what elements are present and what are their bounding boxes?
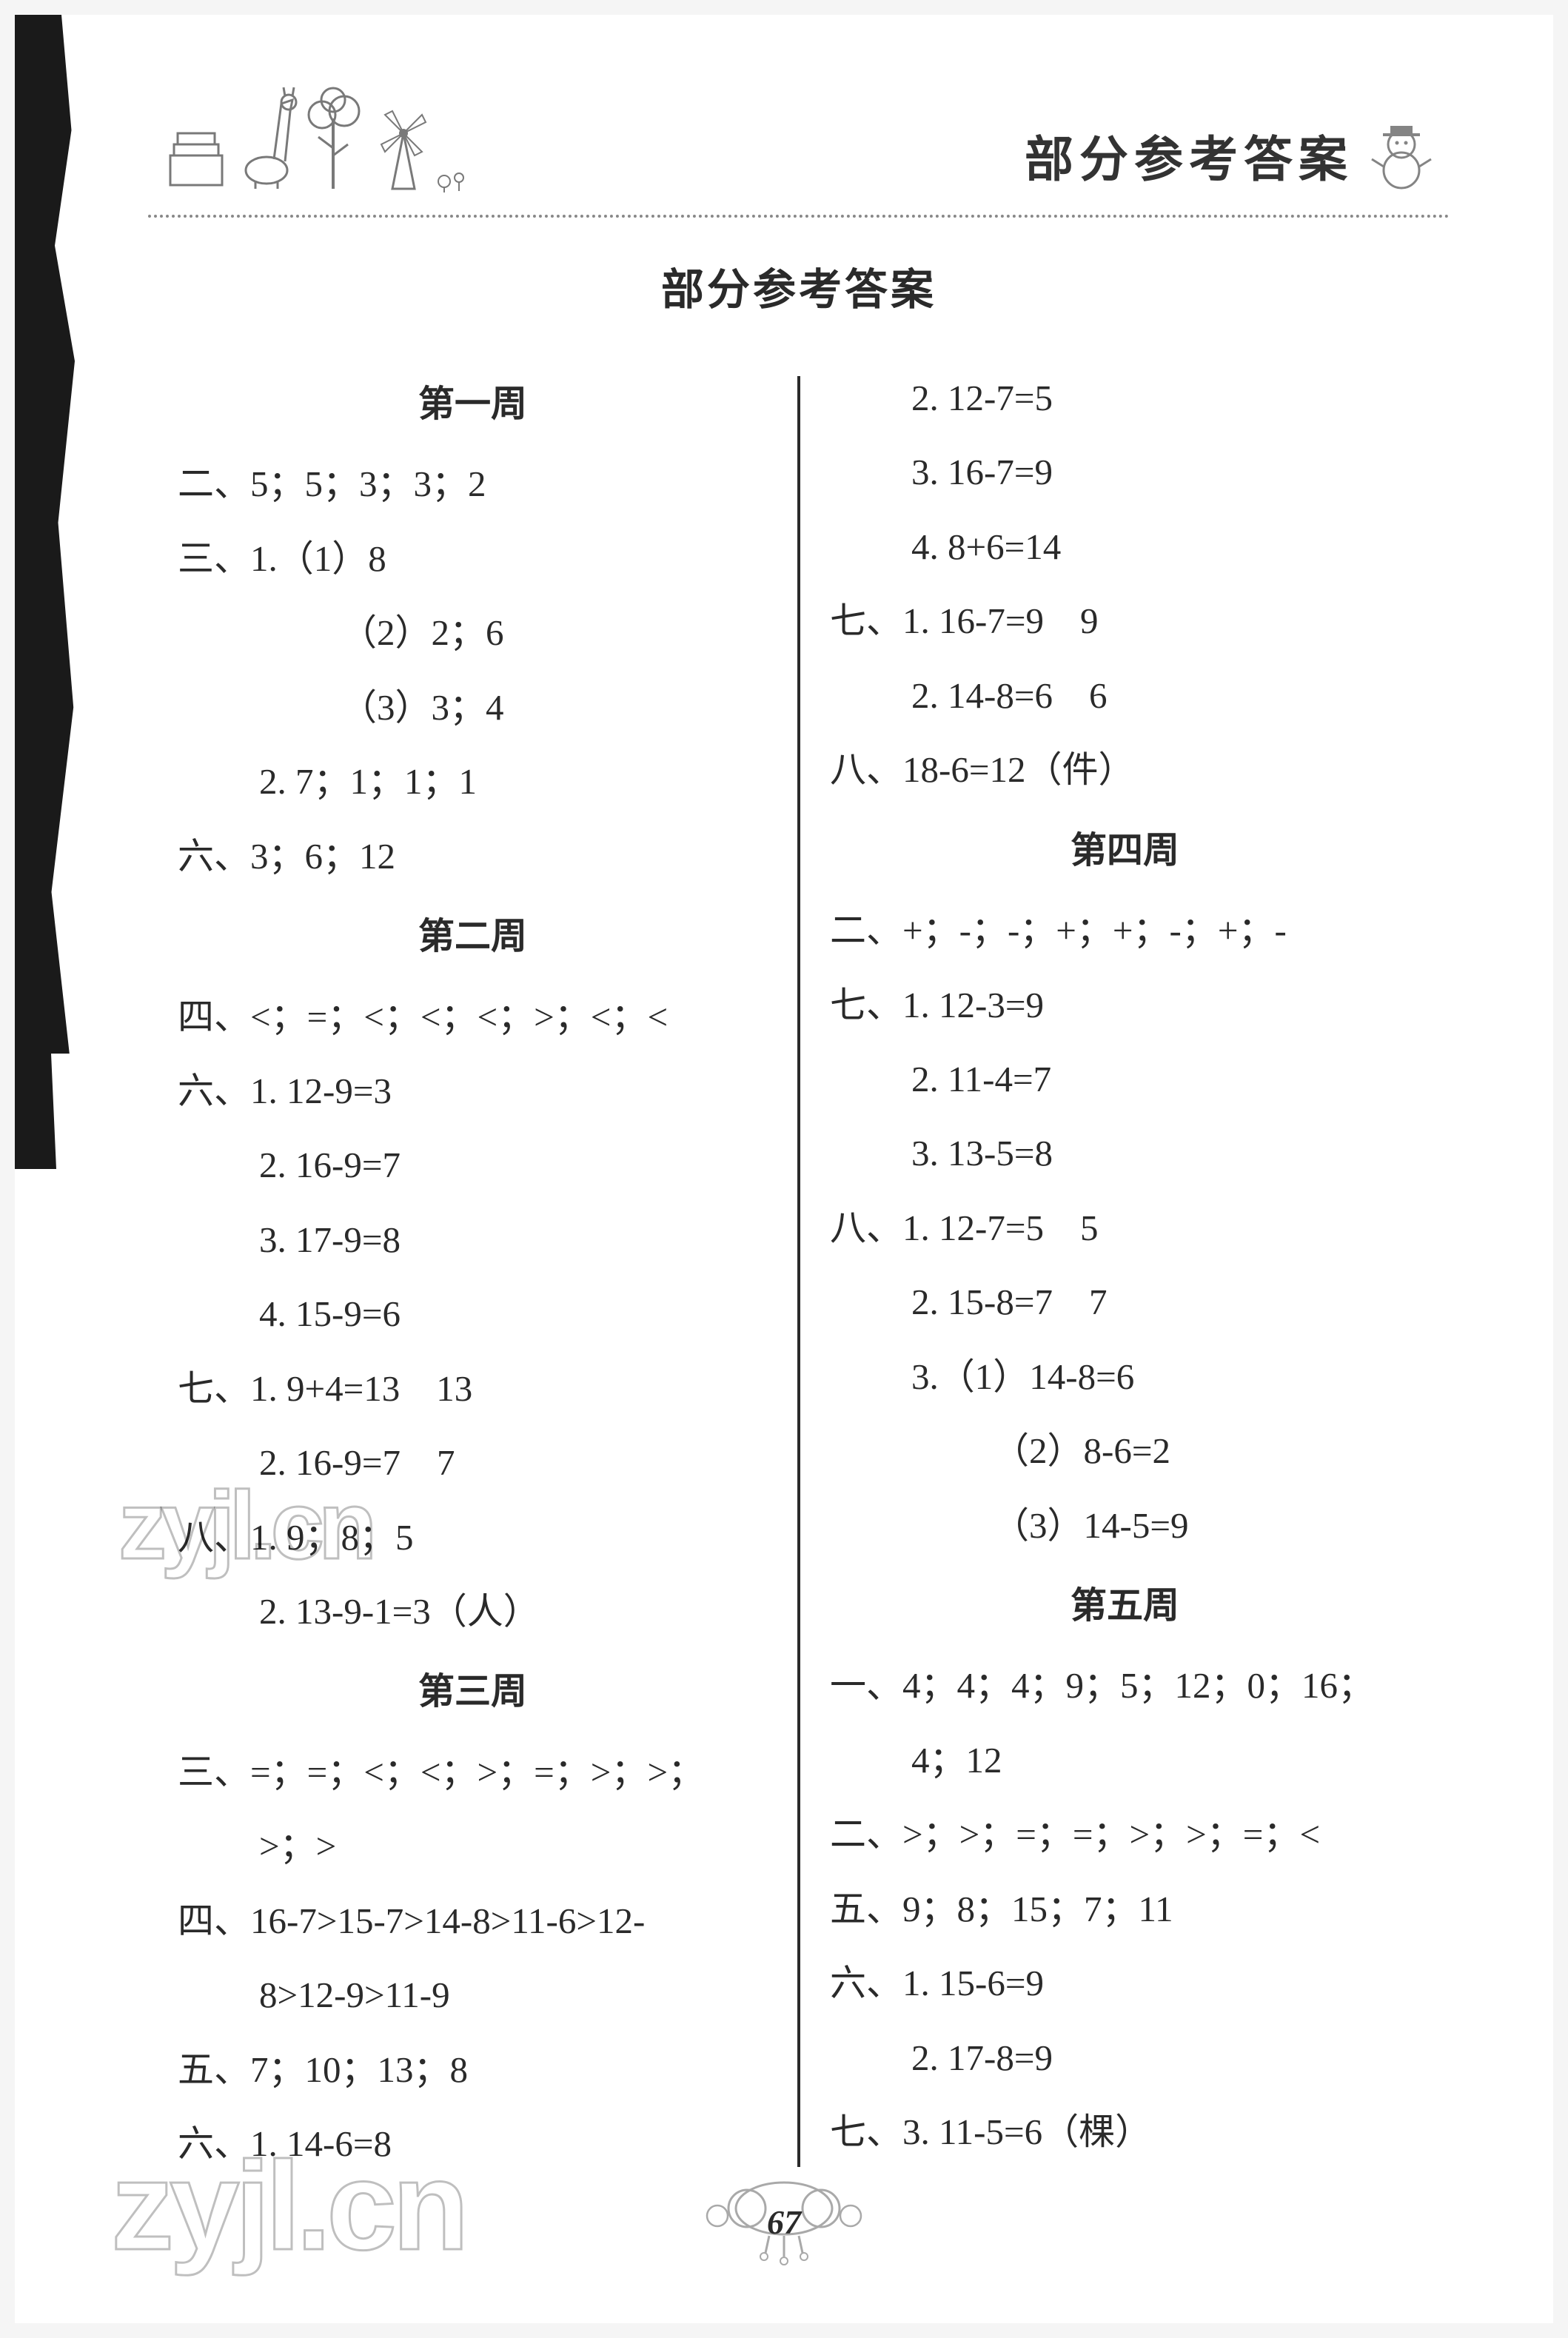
header-title-text: 部分参考答案 xyxy=(1025,120,1353,191)
header-decoration-left xyxy=(163,74,474,192)
answer-line: 六、1. 14-6=8 xyxy=(178,2107,768,2181)
answer-line: 六、3；6；12 xyxy=(178,820,768,894)
main-title: 部分参考答案 xyxy=(148,255,1450,317)
answer-key-page: 部分参考答案 部分参考答案 第一周 二、5；5；3；3；2 三、1.（1）8 （… xyxy=(15,15,1553,2323)
answer-line: 2. 11-4=7 xyxy=(830,1042,1420,1116)
answer-line: 2. 13-9-1=3（人） xyxy=(178,1575,768,1649)
page-header: 部分参考答案 xyxy=(148,74,1450,192)
answer-line: 三、=；=；<；<；>；=；>；>； xyxy=(178,1735,768,1809)
answer-line: 二、+；-；-；+；+；-；+；- xyxy=(830,894,1420,968)
header-divider xyxy=(148,215,1450,218)
answer-line: 八、18-6=12（件） xyxy=(830,733,1420,807)
content-columns: 第一周 二、5；5；3；3；2 三、1.（1）8 （2）2；6 （3）3；4 2… xyxy=(148,361,1450,2182)
answer-line: 七、1. 16-7=9 9 xyxy=(830,584,1420,658)
answer-line: 八、1. 12-7=5 5 xyxy=(830,1191,1420,1265)
answer-line: 3.（1）14-8=6 xyxy=(830,1340,1420,1414)
answer-line: 八、1. 9；8；5 xyxy=(178,1501,768,1575)
giraffe-tree-windmill-icon xyxy=(163,74,474,192)
answer-line: （3）3；4 xyxy=(178,671,768,745)
answer-line: 8>12-9>11-9 xyxy=(178,1958,768,2032)
answer-line: （2）2；6 xyxy=(178,596,768,670)
answer-line: 四、<；=；<；<；<；>；<；< xyxy=(178,980,768,1054)
answer-line: 一、4；4；4；9；5；12；0；16； xyxy=(830,1649,1420,1723)
week1-title: 第一周 xyxy=(178,367,768,441)
answer-line: 二、5；5；3；3；2 xyxy=(178,447,768,521)
answer-line: 七、3. 11-5=6（棵） xyxy=(830,2095,1420,2169)
answer-line: 2. 12-7=5 xyxy=(830,361,1420,435)
answer-line: 三、1.（1）8 xyxy=(178,522,768,596)
answer-line: 4. 15-9=6 xyxy=(178,1277,768,1351)
answer-line: 2. 17-8=9 xyxy=(830,2021,1420,2095)
answer-line: （2）8-6=2 xyxy=(830,1414,1420,1488)
answer-line: 2. 15-8=7 7 xyxy=(830,1265,1420,1339)
torn-page-edge xyxy=(15,15,81,2323)
answer-line: 二、>；>；=；=；>；>；=；< xyxy=(830,1798,1420,1872)
answer-line: 六、1. 12-9=3 xyxy=(178,1054,768,1128)
answer-line: 3. 13-5=8 xyxy=(830,1116,1420,1190)
week4-title: 第四周 xyxy=(830,814,1420,888)
page-number: 67 xyxy=(767,2203,801,2242)
answer-line: 七、1. 9+4=13 13 xyxy=(178,1352,768,1426)
week2-title: 第二周 xyxy=(178,900,768,974)
answer-line: 四、16-7>15-7>14-8>11-6>12- xyxy=(178,1884,768,1958)
answer-line: 4. 8+6=14 xyxy=(830,510,1420,584)
snowman-icon xyxy=(1368,118,1435,192)
header-title: 部分参考答案 xyxy=(1025,118,1435,192)
answer-line: 五、9；8；15；7；11 xyxy=(830,1872,1420,1946)
answer-line: 2. 7；1；1；1 xyxy=(178,745,768,819)
answer-line: 3. 16-7=9 xyxy=(830,435,1420,509)
week5-title: 第五周 xyxy=(830,1569,1420,1643)
answer-line: >；> xyxy=(178,1809,768,1883)
answer-line: 2. 16-9=7 7 xyxy=(178,1426,768,1500)
answer-line: 六、1. 15-6=9 xyxy=(830,1946,1420,2020)
answer-line: 2. 14-8=6 6 xyxy=(830,659,1420,733)
answer-line: 4；12 xyxy=(830,1724,1420,1798)
answer-line: 七、1. 12-3=9 xyxy=(830,968,1420,1042)
answer-line: 3. 17-9=8 xyxy=(178,1203,768,1277)
left-column: 第一周 二、5；5；3；3；2 三、1.（1）8 （2）2；6 （3）3；4 2… xyxy=(148,361,797,2182)
week3-title: 第三周 xyxy=(178,1655,768,1729)
answer-line: 五、7；10；13；8 xyxy=(178,2033,768,2107)
right-column: 2. 12-7=5 3. 16-7=9 4. 8+6=14 七、1. 16-7=… xyxy=(800,361,1450,2182)
answer-line: （3）14-5=9 xyxy=(830,1489,1420,1563)
answer-line: 2. 16-9=7 xyxy=(178,1128,768,1202)
